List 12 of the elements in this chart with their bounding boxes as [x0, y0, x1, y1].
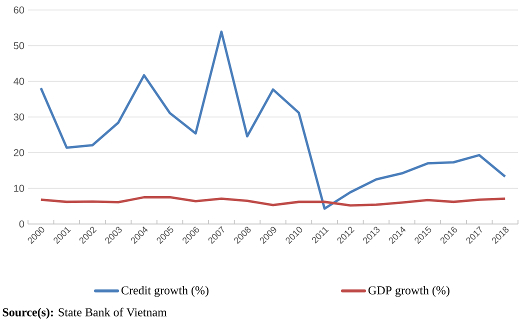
line-series — [40, 196, 506, 207]
y-tick-label: 60 — [14, 6, 24, 14]
y-tick-label: 30 — [14, 113, 24, 121]
text: Source(s): State Bank of Vietnam — [2, 308, 167, 319]
y-tick-label: 10 — [14, 184, 24, 192]
y-tick-label: 50 — [14, 42, 24, 50]
line-series — [40, 30, 506, 210]
y-tick-label: 40 — [14, 78, 24, 85]
y-tick-label: 20 — [14, 149, 24, 156]
y-tick-label: 0 — [19, 220, 24, 228]
legend-label: Credit growth (%) — [122, 286, 208, 297]
legend-label: GDP growth (%) — [368, 286, 450, 297]
